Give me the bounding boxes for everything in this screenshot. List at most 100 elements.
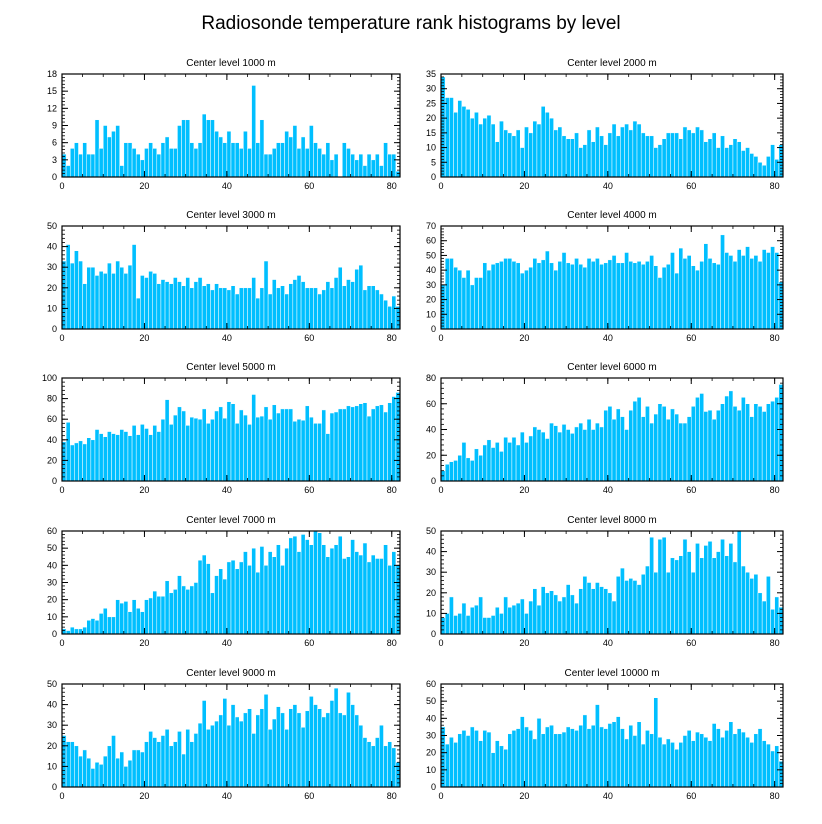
bar (661, 536, 667, 635)
bar (565, 429, 571, 482)
panel-title: Center level 10000 m (564, 668, 659, 679)
bar (333, 544, 339, 635)
bar (665, 418, 671, 482)
bar (123, 766, 129, 788)
bar (632, 735, 638, 788)
bar (515, 444, 521, 482)
bar (350, 704, 355, 788)
bar (590, 724, 596, 788)
bar (511, 135, 517, 178)
bar (524, 442, 529, 482)
bar (757, 162, 763, 178)
bar (761, 740, 767, 788)
bar (499, 613, 504, 635)
bar (288, 537, 294, 635)
bar (665, 738, 671, 788)
bar (453, 266, 458, 330)
bar (296, 551, 302, 635)
bar (499, 451, 504, 482)
y-tick-label: 3 (52, 155, 57, 165)
bar (370, 554, 376, 635)
bar (284, 729, 289, 788)
bar (674, 272, 679, 330)
bar (82, 749, 87, 788)
bar (757, 261, 763, 330)
bar (135, 297, 141, 330)
y-tick-label: 6 (52, 138, 57, 148)
bar (342, 558, 347, 635)
bar (670, 132, 675, 178)
bar (682, 422, 688, 482)
x-tick-label: 40 (603, 181, 613, 191)
y-tick-label: 60 (426, 236, 436, 246)
bar (123, 273, 129, 330)
y-tick-label: 30 (47, 578, 57, 588)
bar (300, 534, 306, 635)
bars (440, 384, 784, 482)
bar (774, 745, 780, 788)
bar (346, 691, 351, 788)
bar (607, 592, 613, 635)
bar (366, 285, 372, 330)
bar (732, 261, 738, 330)
histogram-panel: Center level 1000 m 0 20 40 60 80 0 3 6 9 12 15 18 (47, 58, 401, 191)
bar (329, 287, 335, 330)
bars (61, 392, 401, 482)
bar (549, 724, 554, 788)
bar (661, 743, 667, 788)
bar (115, 757, 120, 788)
bar (82, 142, 87, 178)
bar (74, 745, 79, 788)
bar (333, 687, 339, 788)
bar (674, 132, 679, 178)
bar (131, 599, 137, 635)
bar (337, 535, 343, 635)
bar (490, 264, 496, 330)
bar (185, 425, 191, 482)
bars (61, 244, 401, 330)
bar (494, 141, 500, 178)
bar (557, 261, 563, 330)
x-tick-label: 60 (304, 485, 314, 495)
bar (119, 429, 125, 482)
bar (325, 712, 331, 788)
bar (123, 142, 129, 178)
y-tick-label: 40 (47, 700, 57, 710)
bar (119, 165, 125, 178)
x-tick-label: 0 (438, 333, 443, 343)
bar (624, 738, 629, 788)
bar (524, 126, 529, 178)
bar (595, 422, 600, 482)
bar (90, 439, 96, 482)
bars (440, 234, 784, 330)
bar (728, 255, 734, 330)
bar (86, 620, 92, 635)
y-tick-label: 0 (52, 324, 57, 334)
y-tick-label: 10 (426, 143, 436, 153)
bar (74, 442, 79, 482)
bar (354, 551, 360, 635)
y-tick-label: 10 (426, 765, 436, 775)
bar (507, 258, 513, 330)
bar (346, 148, 351, 178)
y-tick-label: 20 (47, 455, 57, 465)
bar (720, 403, 725, 482)
bar (757, 406, 763, 482)
bar (595, 704, 600, 788)
bar (300, 136, 306, 178)
bar (553, 129, 559, 178)
histogram-panel: Center level 4000 m 0 20 40 60 80 0 10 20 30 40 50 6… (426, 210, 784, 343)
bar (288, 708, 294, 788)
y-tick-label: 10 (47, 303, 57, 313)
bar (86, 153, 92, 178)
bar (653, 697, 659, 788)
bar (123, 601, 129, 635)
panel-title: Center level 2000 m (567, 58, 657, 69)
bar (486, 617, 492, 635)
y-tick-label: 10 (426, 309, 436, 319)
bar (214, 720, 219, 788)
bar (607, 406, 613, 482)
bar (251, 85, 256, 178)
bar (515, 262, 521, 330)
